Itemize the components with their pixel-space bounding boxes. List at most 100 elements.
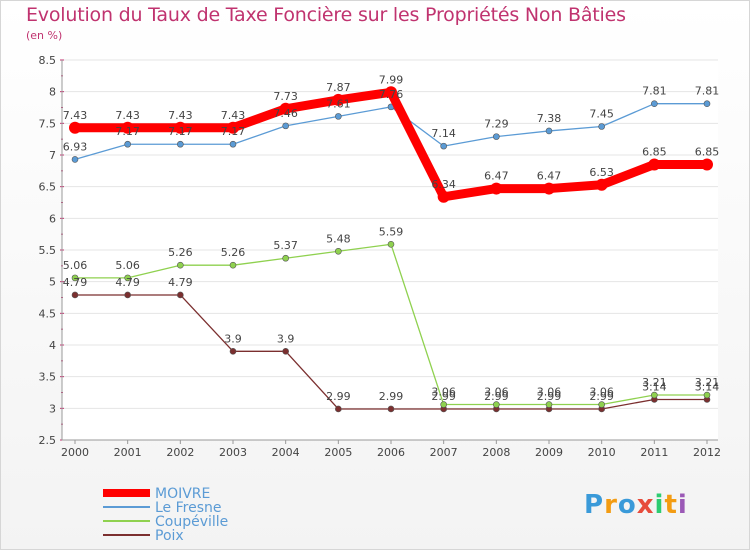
- data-label: 6.93: [63, 140, 88, 153]
- data-point: [437, 190, 450, 203]
- data-label: 6.47: [537, 170, 562, 183]
- x-tick-label: 2009: [535, 446, 563, 459]
- data-label: 6.47: [484, 170, 509, 183]
- data-label: 7.17: [115, 125, 140, 138]
- data-label: 7.81: [642, 85, 667, 98]
- data-point: [543, 182, 555, 195]
- data-label: 3.06: [589, 386, 614, 399]
- y-tick-label: 7: [49, 149, 56, 162]
- data-point: [648, 158, 661, 171]
- data-point: [598, 401, 605, 408]
- data-point: [282, 254, 289, 262]
- data-label: 7.43: [63, 109, 88, 122]
- data-point: [595, 178, 608, 191]
- x-tick-label: 2002: [166, 446, 194, 459]
- data-point: [651, 100, 658, 107]
- x-tick-label: 2012: [693, 446, 721, 459]
- data-point: [177, 261, 184, 269]
- data-point: [598, 123, 605, 130]
- data-label: 5.26: [168, 246, 193, 259]
- x-tick-label: 2007: [430, 446, 458, 459]
- data-point: [124, 274, 131, 282]
- data-label: 5.59: [379, 225, 404, 238]
- data-point: [385, 86, 397, 99]
- data-label: 5.48: [326, 232, 351, 245]
- data-point: [335, 113, 342, 120]
- logo-letter: t: [664, 490, 678, 520]
- x-tick-label: 2001: [114, 446, 142, 459]
- logo-letter: x: [636, 490, 655, 520]
- data-label: 7.17: [168, 125, 193, 138]
- data-point: [279, 102, 292, 115]
- logo-letter: P: [584, 490, 605, 520]
- data-point: [177, 140, 184, 148]
- data-label: 7.76: [379, 88, 404, 101]
- data-point: [124, 291, 131, 299]
- data-point: [227, 121, 239, 134]
- data-point: [282, 122, 289, 130]
- y-tick-label: 4.5: [39, 307, 57, 320]
- data-point: [229, 140, 237, 148]
- x-tick-label: 2010: [588, 446, 616, 459]
- data-labels-layer: 7.43 7.43 7.43 7.43 7.73 7.87 7.99 6.34 6.47 6.47…: [63, 73, 720, 403]
- data-point: [335, 247, 342, 255]
- data-label: 3.06: [484, 386, 509, 399]
- y-tick-label: 2.5: [39, 434, 57, 447]
- y-tick-label: 6.5: [39, 181, 57, 194]
- data-point: [69, 121, 81, 134]
- data-point: [545, 127, 553, 135]
- data-label: 2.99: [326, 390, 351, 403]
- data-label: 6.85: [642, 146, 667, 159]
- data-point: [651, 391, 658, 399]
- data-point: [71, 274, 79, 282]
- data-label: 7.38: [537, 112, 562, 125]
- data-point: [440, 401, 447, 408]
- data-point: [229, 261, 237, 269]
- data-point: [703, 391, 711, 399]
- data-label: 4.79: [115, 276, 140, 289]
- series-layer: [69, 86, 713, 413]
- legend-label: MOIVRE: [155, 486, 210, 502]
- y-tick-label: 8.5: [39, 54, 57, 67]
- y-tick-label: 8: [49, 86, 56, 99]
- data-label: 7.46: [273, 107, 298, 120]
- x-tick-label: 2008: [482, 446, 510, 459]
- data-point: [387, 241, 395, 248]
- data-label: 7.87: [326, 81, 351, 94]
- data-label: 3.14: [642, 380, 667, 393]
- data-label: 3.21: [695, 376, 720, 389]
- y-tick-label: 7.5: [39, 117, 57, 130]
- proxiti-logo: Proxiti: [584, 490, 688, 520]
- x-tick-label: 2011: [640, 446, 668, 459]
- data-point: [332, 93, 345, 106]
- logo-letter: i: [677, 490, 688, 520]
- data-point: [177, 291, 184, 299]
- data-label: 5.06: [63, 259, 88, 272]
- data-label: 2.99: [537, 390, 562, 403]
- y-tick-label: 6: [49, 212, 56, 225]
- data-label: 6.53: [589, 166, 614, 179]
- data-label: 2.99: [431, 390, 456, 403]
- data-label: 2.99: [589, 390, 614, 403]
- data-label: 7.61: [326, 97, 351, 110]
- data-point: [387, 405, 395, 413]
- y-tick-label: 3.5: [39, 371, 57, 384]
- data-label: 3.06: [537, 386, 562, 399]
- logo-letter: i: [654, 490, 665, 520]
- data-label: 7.17: [221, 125, 246, 138]
- legend-label: Coupéville: [155, 514, 228, 530]
- legend-label: Poix: [155, 528, 184, 544]
- data-point: [229, 348, 237, 355]
- data-point: [493, 401, 500, 408]
- data-label: 7.43: [115, 109, 140, 122]
- data-label: 6.85: [695, 146, 720, 159]
- y-tick-label: 5.5: [39, 244, 57, 257]
- plot-area: [62, 59, 718, 441]
- data-label: 4.79: [168, 276, 193, 289]
- data-point: [174, 121, 187, 134]
- data-label: 5.06: [115, 259, 140, 272]
- data-label: 3.14: [695, 380, 720, 393]
- data-label: 7.43: [221, 109, 246, 122]
- data-point: [703, 100, 711, 107]
